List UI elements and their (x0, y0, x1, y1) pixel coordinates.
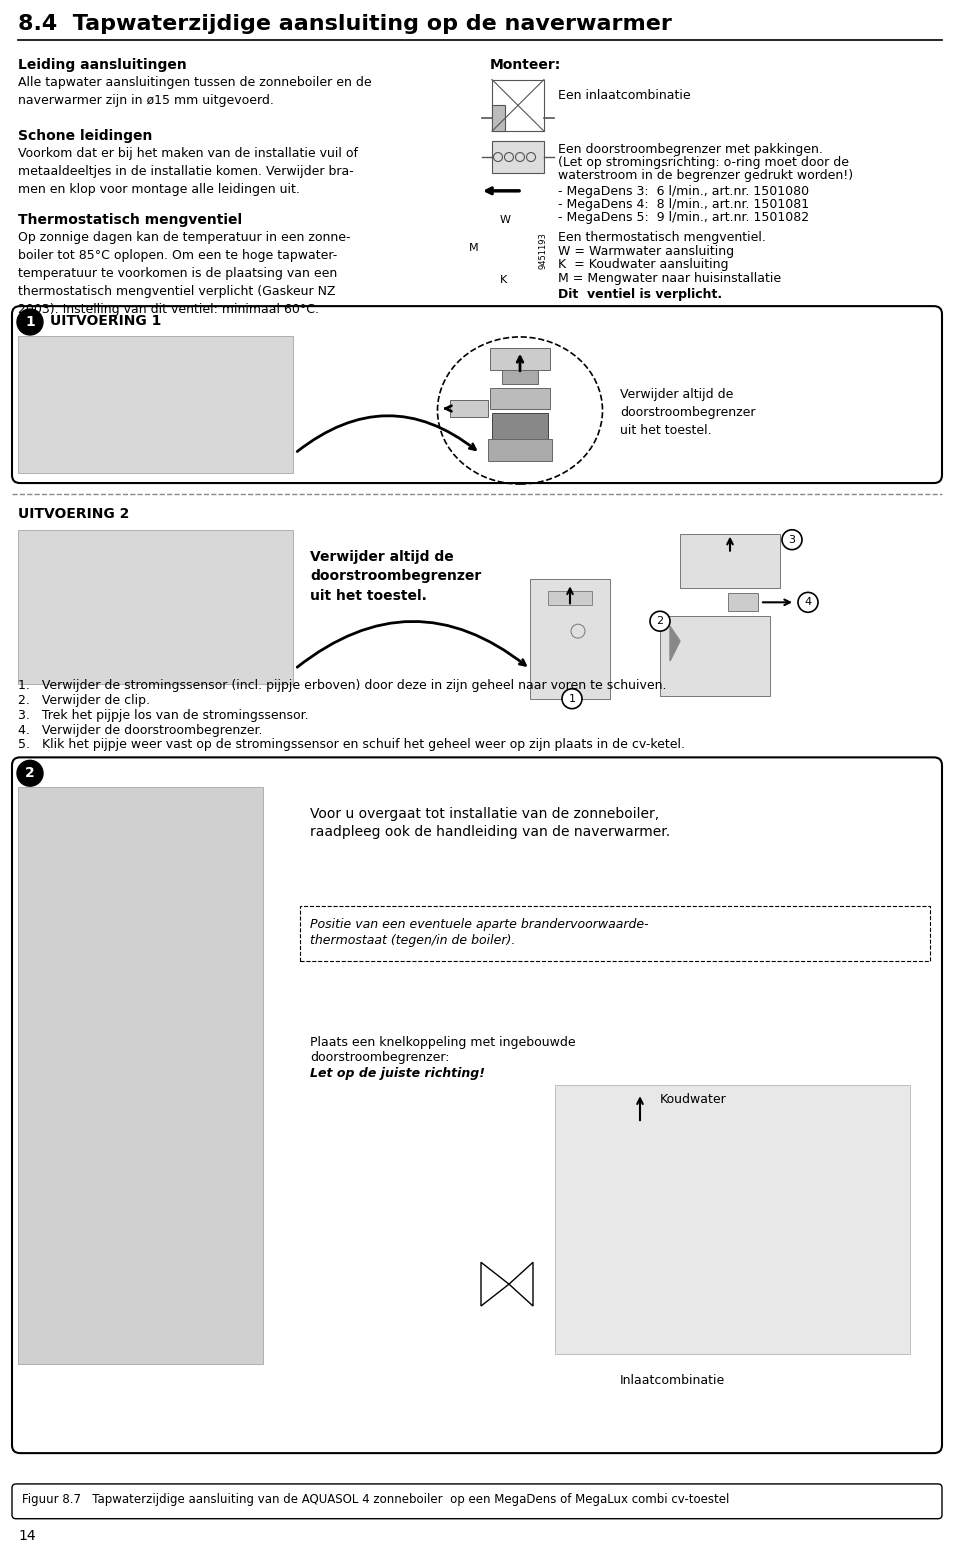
Text: Plaats een knelkoppeling met ingebouwde: Plaats een knelkoppeling met ingebouwde (310, 1036, 576, 1048)
Text: Monteer:: Monteer: (490, 57, 562, 71)
Text: 4.   Verwijder de doorstroombegrenzer.: 4. Verwijder de doorstroombegrenzer. (18, 724, 262, 736)
Circle shape (17, 309, 43, 335)
Text: M: M (469, 242, 479, 253)
Circle shape (650, 611, 670, 631)
Text: Verwijder altijd de
doorstroombegrenzer
uit het toestel.: Verwijder altijd de doorstroombegrenzer … (620, 388, 756, 437)
Text: 2.   Verwijder de clip.: 2. Verwijder de clip. (18, 693, 150, 707)
Text: doorstroombegrenzer:: doorstroombegrenzer: (310, 1050, 449, 1064)
Text: - MegaDens 4:  8 l/min., art.nr. 1501081: - MegaDens 4: 8 l/min., art.nr. 1501081 (558, 198, 809, 212)
Text: (Let op stromingsrichting: o-ring moet door de: (Let op stromingsrichting: o-ring moet d… (558, 156, 849, 168)
Text: K  = Koudwater aansluiting: K = Koudwater aansluiting (558, 258, 729, 272)
Text: - MegaDens 3:  6 l/min., art.nr. 1501080: - MegaDens 3: 6 l/min., art.nr. 1501080 (558, 185, 809, 198)
Text: waterstroom in de begrenzer gedrukt worden!): waterstroom in de begrenzer gedrukt word… (558, 168, 853, 182)
Text: K: K (500, 275, 507, 286)
Text: 9451193: 9451193 (539, 232, 547, 269)
Polygon shape (670, 627, 680, 661)
Circle shape (562, 689, 582, 709)
Text: UITVOERING 2: UITVOERING 2 (18, 506, 130, 520)
Text: 14: 14 (18, 1529, 36, 1542)
Text: 1.   Verwijder de stromingssensor (incl. pijpje erboven) door deze in zijn gehee: 1. Verwijder de stromingssensor (incl. p… (18, 679, 666, 692)
Text: raadpleeg ook de handleiding van de naverwarmer.: raadpleeg ook de handleiding van de nave… (310, 824, 670, 838)
Text: 2: 2 (25, 766, 35, 780)
Text: 5.   Klik het pijpje weer vast op de stromingssensor en schuif het geheel weer o: 5. Klik het pijpje weer vast op de strom… (18, 738, 685, 752)
Text: 3: 3 (788, 534, 796, 545)
Text: Voor u overgaat tot installatie van de zonneboiler,: Voor u overgaat tot installatie van de z… (310, 808, 660, 821)
Text: Voorkom dat er bij het maken van de installatie vuil of
metaaldeeltjes in de ins: Voorkom dat er bij het maken van de inst… (18, 147, 358, 196)
Bar (728, 593, 758, 611)
Text: Op zonnige dagen kan de temperatuur in een zonne-
boiler tot 85°C oplopen. Om ee: Op zonnige dagen kan de temperatuur in e… (18, 230, 350, 315)
Text: thermostaat (tegen/in de boiler).: thermostaat (tegen/in de boiler). (310, 934, 516, 948)
Text: Inlaatcombinatie: Inlaatcombinatie (620, 1374, 725, 1387)
Bar (548, 591, 592, 605)
Text: Schone leidingen: Schone leidingen (18, 130, 153, 144)
Text: 1: 1 (25, 315, 35, 329)
Bar (300, 906, 930, 960)
Text: 2: 2 (657, 616, 663, 627)
Bar (18, 530, 293, 684)
Bar (492, 141, 544, 173)
Bar (530, 579, 610, 699)
Text: - MegaDens 5:  9 l/min., art.nr. 1501082: - MegaDens 5: 9 l/min., art.nr. 1501082 (558, 210, 809, 224)
Bar (18, 337, 293, 472)
Text: Een doorstroombegrenzer met pakkingen.: Een doorstroombegrenzer met pakkingen. (558, 144, 823, 156)
Text: Thermostatisch mengventiel: Thermostatisch mengventiel (18, 213, 242, 227)
Bar (492, 105, 505, 131)
Bar (490, 388, 550, 409)
Text: Een thermostatisch mengventiel.: Een thermostatisch mengventiel. (558, 230, 766, 244)
Text: 8.4  Tapwaterzijdige aansluiting op de naverwarmer: 8.4 Tapwaterzijdige aansluiting op de na… (18, 14, 672, 34)
Text: W = Warmwater aansluiting: W = Warmwater aansluiting (558, 244, 734, 258)
Bar (488, 440, 552, 462)
Text: Let op de juiste richting!: Let op de juiste richting! (310, 1067, 485, 1081)
Text: Positie van een eventuele aparte brandervoorwaarde-: Positie van een eventuele aparte brander… (310, 919, 649, 931)
Text: Dit  ventiel is verplicht.: Dit ventiel is verplicht. (558, 289, 722, 301)
Text: UITVOERING 1: UITVOERING 1 (50, 313, 161, 327)
Bar (492, 79, 544, 131)
Text: Figuur 8.7   Tapwaterzijdige aansluiting van de AQUASOL 4 zonneboiler  op een Me: Figuur 8.7 Tapwaterzijdige aansluiting v… (22, 1493, 730, 1505)
Circle shape (798, 593, 818, 613)
Bar (490, 347, 550, 369)
Bar (680, 534, 780, 588)
Bar (555, 1085, 910, 1354)
Bar (502, 369, 538, 383)
Text: 1: 1 (568, 693, 575, 704)
Circle shape (17, 760, 43, 786)
Text: Verwijder altijd de
doorstroombegrenzer
uit het toestel.: Verwijder altijd de doorstroombegrenzer … (310, 550, 481, 602)
Text: Koudwater: Koudwater (660, 1093, 727, 1107)
Text: 3.   Trek het pijpje los van de stromingssensor.: 3. Trek het pijpje los van de stromingss… (18, 709, 308, 721)
Text: Een inlaatcombinatie: Een inlaatcombinatie (558, 90, 690, 102)
Text: M = Mengwater naar huisinstallatie: M = Mengwater naar huisinstallatie (558, 272, 781, 286)
Text: Leiding aansluitingen: Leiding aansluitingen (18, 57, 187, 71)
Text: Alle tapwater aansluitingen tussen de zonneboiler en de
naverwarmer zijn in ø15 : Alle tapwater aansluitingen tussen de zo… (18, 76, 372, 107)
Bar (492, 414, 548, 440)
Circle shape (782, 530, 802, 550)
Bar (450, 400, 488, 417)
Text: 4: 4 (804, 598, 811, 607)
Bar (18, 787, 263, 1363)
Text: W: W (500, 215, 511, 225)
Bar (660, 616, 770, 696)
